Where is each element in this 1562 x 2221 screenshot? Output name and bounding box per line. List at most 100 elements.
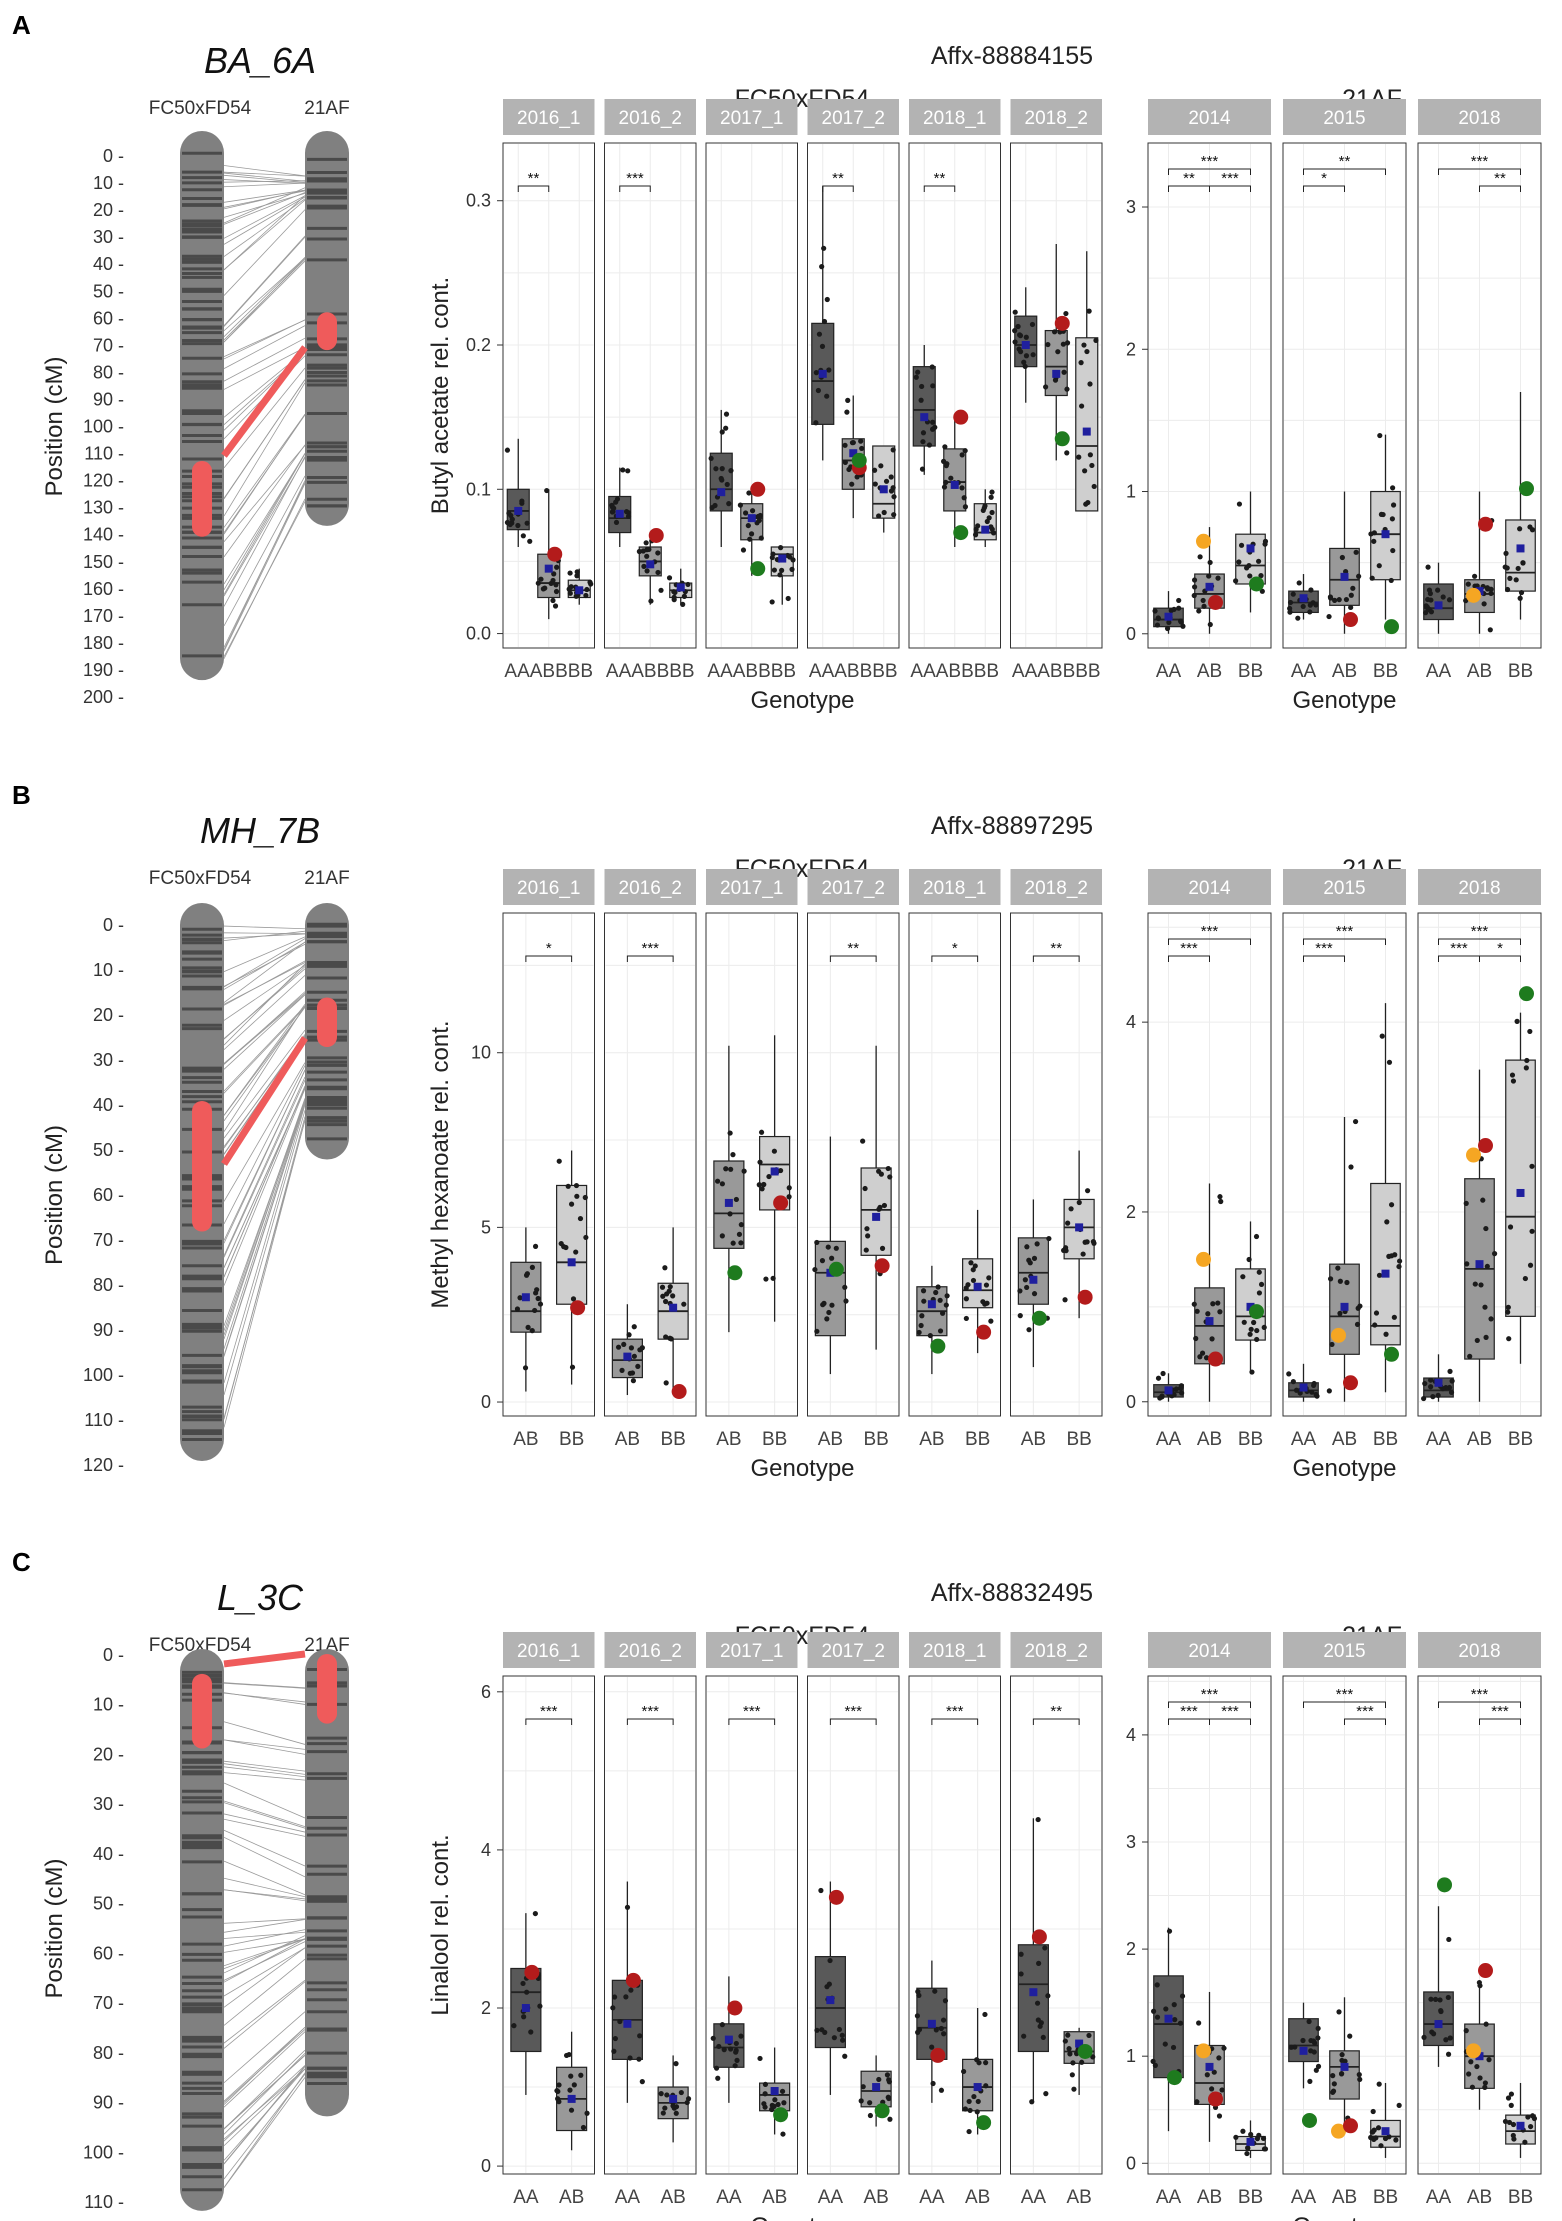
data-point [738, 1240, 744, 1246]
facet-strip-label: 2018_1 [923, 108, 986, 129]
data-point [1171, 1392, 1177, 1398]
parent-red-dot [953, 409, 969, 425]
data-point [963, 1285, 969, 1291]
data-point [1093, 337, 1099, 344]
right-qtl-interval [317, 997, 337, 1047]
data-point [1021, 359, 1027, 365]
data-point [785, 595, 791, 602]
data-point [712, 502, 718, 509]
data-point [567, 570, 573, 576]
data-point [1194, 1308, 1200, 1314]
map-link-line [223, 475, 306, 627]
data-point [1463, 2028, 1469, 2034]
data-point [1421, 2034, 1427, 2040]
facet-strip [909, 869, 1001, 905]
significance-label: ** [832, 170, 844, 187]
data-point [930, 2080, 936, 2087]
data-point [862, 1185, 868, 1192]
data-point [929, 364, 935, 370]
data-point [535, 580, 541, 586]
data-point [554, 564, 560, 570]
data-point [1216, 2055, 1222, 2061]
data-point [663, 1380, 669, 1386]
data-point [1529, 1163, 1535, 1169]
data-point [854, 474, 860, 480]
data-point [1176, 597, 1182, 604]
position-tick-label: 110 - [84, 2192, 124, 2212]
data-point [1191, 584, 1198, 590]
map-link-line [223, 1116, 306, 1420]
data-point [1290, 1379, 1296, 1385]
facet-strip [1418, 869, 1541, 905]
facet-2018_1: 2018_1 * AB BB [908, 869, 1001, 1450]
data-point [1293, 1387, 1300, 1393]
y-tick-label: 0 [1126, 624, 1136, 644]
significance-label: *** [641, 940, 659, 957]
data-point [1422, 1380, 1428, 1387]
data-point [733, 1196, 739, 1203]
data-point [673, 2061, 679, 2067]
x-category-label: AB [559, 2187, 584, 2208]
data-point [573, 1182, 580, 1189]
facet-panel [1010, 912, 1103, 1417]
mean-marker [1082, 427, 1091, 436]
position-tick-label: 20 - [93, 1005, 124, 1025]
data-point [1502, 2118, 1509, 2125]
map-link-line [223, 199, 306, 270]
map-link-line [223, 2053, 306, 2135]
parent-orange-dot [1466, 1147, 1481, 1163]
data-point [943, 1302, 949, 1308]
data-point [771, 1148, 777, 1154]
data-point [738, 2033, 744, 2039]
data-point [779, 567, 785, 573]
significance-bracket [822, 185, 854, 192]
data-point [1389, 516, 1395, 522]
map-link-line [223, 2027, 306, 2105]
data-point [1440, 594, 1446, 600]
data-point [1376, 2081, 1382, 2087]
data-point [1510, 1078, 1517, 1084]
x-axis-title: Genotype [750, 687, 854, 714]
data-point [1485, 586, 1491, 592]
data-point [660, 2110, 666, 2116]
data-point [1201, 603, 1207, 609]
data-point [659, 1284, 666, 1290]
data-point [1383, 1331, 1389, 1337]
parent-red-dot [1478, 516, 1493, 532]
data-point [1350, 585, 1356, 591]
data-point [1370, 2129, 1376, 2135]
position-tick-label: 50 - [93, 1140, 124, 1160]
data-point [528, 2029, 534, 2035]
data-point [1506, 1336, 1512, 1342]
data-point [948, 475, 954, 481]
data-point [915, 1989, 921, 1995]
data-point [1090, 2054, 1096, 2060]
x-category-labels: AAABBBB [910, 661, 999, 682]
map-link-line [223, 932, 306, 935]
x-category-label: AA [818, 2187, 844, 2208]
parent-red-dot [1208, 594, 1223, 610]
facet-strip [807, 1632, 899, 1668]
significance-bracket [829, 955, 877, 962]
significance-label: ** [1183, 170, 1195, 187]
data-point [1215, 575, 1221, 581]
data-point [555, 2088, 561, 2095]
data-point [623, 1994, 629, 2000]
data-point [723, 425, 729, 431]
data-point [975, 523, 981, 529]
data-point [655, 550, 661, 556]
data-point [619, 1367, 625, 1373]
data-point [771, 2103, 777, 2109]
data-point [1173, 1386, 1179, 1392]
facet-strip [909, 99, 1001, 135]
x-category-label: BB [1238, 2187, 1263, 2208]
data-point [1204, 2072, 1210, 2078]
data-point [914, 2013, 921, 2019]
map-link-line [223, 182, 306, 188]
mean-marker [521, 1293, 530, 1302]
significance-label: * [952, 940, 958, 957]
data-point [1356, 573, 1362, 579]
data-point [1376, 1272, 1383, 1278]
significance-bracket [1168, 955, 1210, 962]
data-point [636, 2056, 642, 2062]
